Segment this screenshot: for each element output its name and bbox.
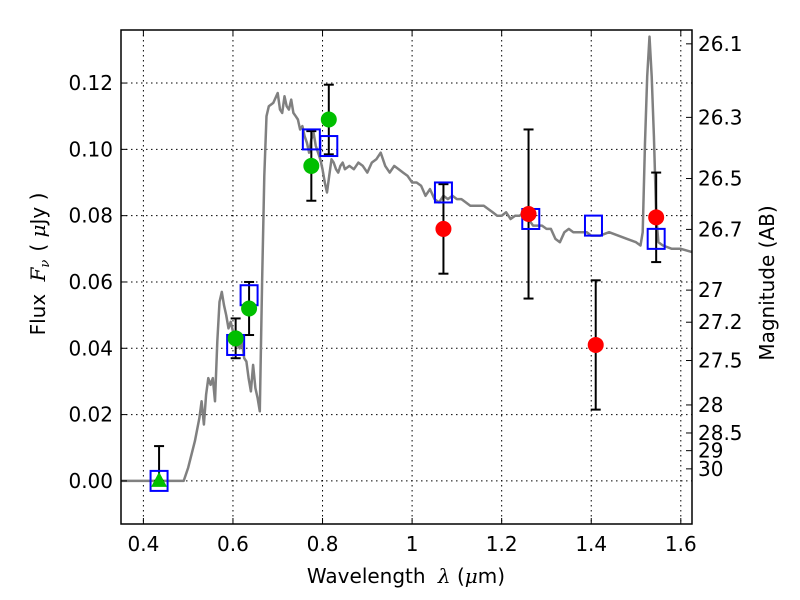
x-tick-label: 1.4 [575, 532, 607, 556]
detections-red-point [648, 209, 665, 226]
detections-green-point [227, 330, 244, 347]
x-axis-title: Wavelength λ (μm) [307, 564, 505, 588]
model-photometry-square [646, 227, 666, 250]
y-axis-paren-open: ( [26, 238, 50, 252]
x-axis-title-text: Wavelength [307, 564, 432, 588]
y2-tick-label: 26.7 [698, 217, 743, 241]
y-axis-unit: Jy ) [26, 193, 50, 227]
upper-limit-triangle [151, 471, 168, 487]
y2-tick-label: 27 [698, 278, 723, 302]
detections-red-point [520, 206, 537, 223]
x-axis-unit: ( [451, 564, 465, 588]
axis-ticks: 0.4 0.6 0.8 1 1.2 1.4 1.6 0.00 0.02 0.04 0.06 0.08 0… [68, 30, 743, 556]
y2-tick-label: 27.5 [698, 349, 743, 373]
model-photometry-square [433, 181, 453, 204]
y-tick-label: 0.00 [68, 469, 113, 493]
x-tick-label: 1 [406, 532, 419, 556]
f-nu-symbol: F [26, 266, 50, 282]
detections-green-point [320, 111, 337, 128]
y-axis-title-text: Flux [26, 287, 50, 335]
model-photometry-square [583, 214, 603, 237]
y2-tick-label: 28.5 [698, 421, 743, 445]
detections-red-point [435, 220, 452, 237]
y2-axis-title: Magnitude (AB) [755, 205, 779, 360]
model-photometry-square [319, 135, 339, 158]
y-tick-label: 0.08 [68, 204, 113, 228]
y2-tick-label: 30 [698, 457, 723, 481]
mu-symbol: μ [465, 564, 478, 588]
spectrum-layer [121, 35, 693, 483]
x-tick-label: 1.2 [486, 532, 518, 556]
spectrum-line [121, 35, 693, 483]
nu-subscript: ν [38, 260, 53, 268]
x-tick-label: 0.4 [127, 532, 159, 556]
y-tick-label: 0.06 [68, 270, 113, 294]
y2-tick-label: 26.1 [698, 32, 743, 56]
mu-symbol-y: μ [26, 225, 50, 238]
y-tick-label: 0.10 [68, 137, 113, 161]
x-tick-label: 0.6 [217, 532, 249, 556]
detections-red-point [587, 336, 604, 353]
y2-tick-label: 26.5 [698, 167, 743, 191]
y2-tick-label: 29 [698, 439, 723, 463]
y-tick-label: 0.04 [68, 336, 113, 360]
x-axis-unit-m: m) [478, 564, 505, 588]
y2-tick-label: 26.3 [698, 105, 743, 129]
detections-green-point [241, 300, 258, 317]
markers [149, 111, 666, 492]
plot-frame [120, 29, 693, 525]
lambda-symbol: λ [437, 564, 451, 588]
y2-tick-label: 27.2 [698, 310, 743, 334]
model-photometry-square [149, 469, 169, 492]
y-axis-title: Flux Fν ( μJy ) [26, 193, 53, 336]
detections-green-point [303, 157, 320, 174]
y2-tick-label: 28 [698, 393, 723, 417]
y-tick-label: 0.02 [68, 403, 113, 427]
x-tick-label: 0.8 [307, 532, 339, 556]
x-tick-label: 1.6 [665, 532, 697, 556]
y-tick-label: 0.12 [68, 71, 113, 95]
